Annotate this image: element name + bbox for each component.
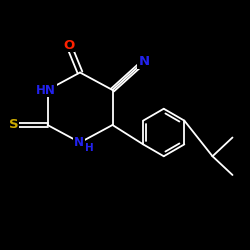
Text: N: N <box>138 55 149 68</box>
Text: H: H <box>85 143 94 153</box>
Text: O: O <box>63 38 74 52</box>
Text: S: S <box>9 118 18 132</box>
Text: HN: HN <box>36 84 56 96</box>
Text: N: N <box>74 136 84 149</box>
